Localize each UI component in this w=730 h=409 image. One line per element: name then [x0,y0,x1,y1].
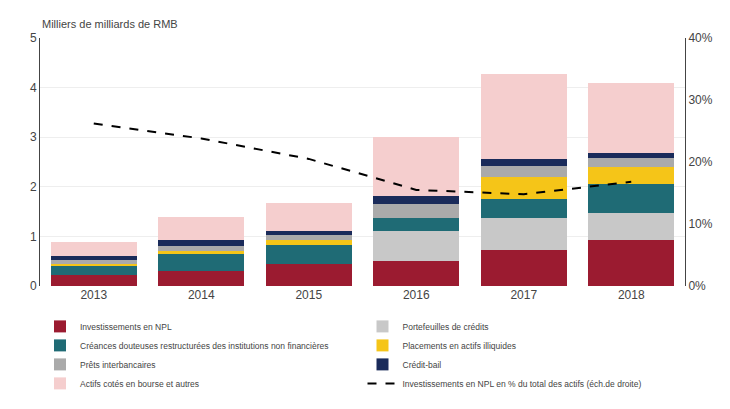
svg-text:5: 5 [30,31,37,45]
svg-text:Prêts interbancaires: Prêts interbancaires [80,360,156,370]
svg-text:2: 2 [30,180,37,194]
svg-text:0%: 0% [688,279,706,293]
svg-text:Créances douteuses restructuré: Créances douteuses restructurées des ins… [80,341,329,351]
svg-text:Actifs cotés en bourse et autr: Actifs cotés en bourse et autres [80,379,199,389]
svg-text:2016: 2016 [403,288,430,302]
svg-text:Investissements en NPL: Investissements en NPL [80,322,172,332]
svg-text:0: 0 [30,279,37,293]
svg-text:2017: 2017 [510,288,537,302]
svg-text:30%: 30% [688,93,712,107]
svg-text:2018: 2018 [618,288,645,302]
svg-text:40%: 40% [688,31,712,45]
svg-text:10%: 10% [688,217,712,231]
svg-text:Placements en actifs illiquide: Placements en actifs illiquides [403,341,516,351]
svg-text:2013: 2013 [80,288,107,302]
svg-text:2014: 2014 [188,288,215,302]
svg-text:4: 4 [30,81,37,95]
svg-text:1: 1 [30,230,37,244]
svg-text:3: 3 [30,130,37,144]
svg-text:Investissements en NPL en % du: Investissements en NPL en % du total des… [403,379,642,389]
svg-text:Portefeuilles de crédits: Portefeuilles de crédits [403,322,489,332]
svg-text:20%: 20% [688,155,712,169]
svg-text:2015: 2015 [295,288,322,302]
svg-text:Crédit-bail: Crédit-bail [403,360,442,370]
svg-text:Milliers de milliards de RMB: Milliers de milliards de RMB [42,18,178,30]
